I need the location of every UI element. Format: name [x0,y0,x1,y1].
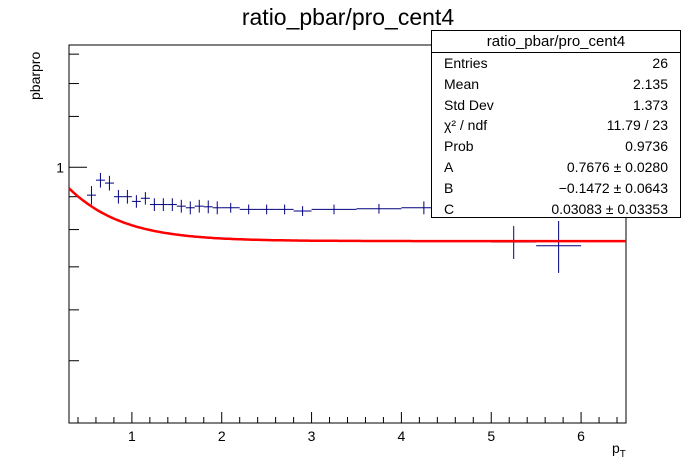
stats-label: A [444,158,454,175]
stats-row: Std Dev 1.373 [432,95,680,116]
stats-box: ratio_pbar/pro_cent4 Entries 26 Mean 2.135 S… [431,30,681,218]
stats-value: 2.135 [632,75,668,92]
data-point [185,201,195,215]
x-tick-label: 1 [128,428,136,444]
stats-label: Mean [444,75,480,92]
x-axis-label: pT [612,440,626,460]
stats-value: 11.79 / 23 [606,117,668,134]
stats-value: 1.373 [632,96,668,113]
data-point [194,199,204,213]
data-point [140,192,150,205]
fit-line [68,187,626,243]
x-tick-label: 5 [487,428,495,444]
x-tick-label: 4 [398,428,406,444]
stats-value: −0.1472 ± 0.0643 [558,179,668,196]
stats-value: 0.9736 [625,138,668,155]
x-tick-label: 6 [577,428,585,444]
stats-label: Prob [444,138,474,155]
data-point [122,189,132,204]
data-point [167,198,177,212]
data-point [275,204,294,215]
data-point [221,202,240,213]
y-axis-label: pbarpro [27,51,43,100]
stats-label: Entries [444,55,488,71]
data-point [311,204,357,215]
data-point [95,172,105,188]
x-tick-label: 3 [308,428,316,444]
data-point [203,200,213,214]
stats-value: 0.03083 ± 0.03353 [551,200,668,217]
stats-row: Entries 26 [432,53,680,74]
stats-row: A 0.7676 ± 0.0280 [432,157,680,178]
stats-label: B [444,179,454,196]
data-point [536,220,582,273]
data-point [86,186,96,205]
data-point [113,189,123,204]
stats-row: C 0.03083 ± 0.03353 [432,199,680,220]
stats-row: B −0.1472 ± 0.0643 [432,178,680,199]
stats-row: Mean 2.135 [432,74,680,95]
data-point [131,195,141,208]
data-point [176,199,186,213]
data-point [257,204,276,215]
stats-label: Std Dev [444,96,494,113]
chart-title: ratio_pbar/pro_cent4 [241,4,455,30]
stats-title: ratio_pbar/pro_cent4 [432,31,680,53]
stats-row: Prob 0.9736 [432,136,680,157]
y-tick-label: 1 [56,159,64,175]
data-point [293,206,312,216]
data-point [239,204,258,215]
fit-curve [68,187,626,243]
stats-value: 0.7676 ± 0.0280 [566,158,668,175]
stats-label: C [444,200,455,217]
data-point [158,198,168,212]
stats-value: 26 [652,55,668,71]
x-tick-label: 2 [218,428,226,444]
data-point [104,175,114,191]
data-point [149,198,159,212]
data-point [491,226,537,259]
stats-row: χ² / ndf 11.79 / 23 [432,115,680,136]
axes: 1 2 3 4 5 6 1 [56,53,618,444]
stats-label: χ² / ndf [444,117,488,134]
data-point [356,203,402,214]
data-point [212,201,222,215]
